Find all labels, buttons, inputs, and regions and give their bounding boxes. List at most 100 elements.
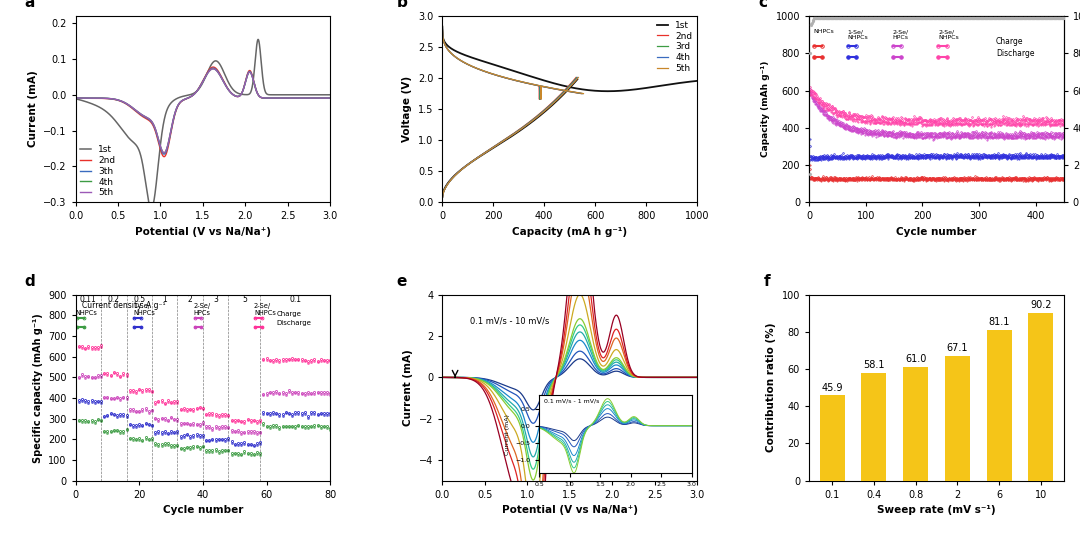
Text: 2-Se/
NHPCs: 2-Se/ NHPCs [939, 29, 959, 40]
Text: Discharge: Discharge [996, 49, 1035, 58]
Bar [945, 356, 970, 481]
2nd [569, 75, 582, 81]
5th [70, 95, 83, 102]
Bar [1028, 313, 1053, 481]
3th [316, 95, 329, 102]
1st [193, 84, 206, 91]
1st [436, 194, 449, 200]
3th [193, 83, 206, 90]
3rd [532, 111, 545, 118]
Text: 2-Se/
NHPCs: 2-Se/ NHPCs [254, 303, 275, 316]
4th [571, 75, 584, 81]
3th [270, 95, 283, 102]
1st [187, 90, 200, 97]
5th [481, 148, 494, 155]
Bar [820, 395, 845, 481]
5th [534, 111, 546, 118]
Text: 0.11: 0.11 [80, 295, 97, 305]
Line: 2nd: 2nd [443, 78, 576, 198]
3rd [453, 169, 465, 176]
Line: 3rd: 3rd [443, 78, 577, 198]
Text: c: c [758, 0, 767, 10]
2nd [436, 195, 449, 201]
3th [187, 92, 200, 98]
1st [252, 36, 265, 43]
2nd [187, 92, 200, 98]
Text: 1: 1 [162, 295, 167, 305]
4th [70, 95, 83, 102]
Text: 5: 5 [242, 295, 246, 305]
Text: Discharge: Discharge [276, 320, 311, 326]
4th [535, 111, 548, 117]
2nd [532, 111, 545, 118]
1st [571, 76, 584, 83]
4th [534, 111, 546, 118]
1st [534, 112, 546, 119]
1st [453, 168, 465, 175]
2nd [83, 95, 96, 102]
3th [158, 151, 171, 157]
2nd [70, 95, 83, 102]
Text: NHPCs: NHPCs [76, 310, 97, 316]
2nd [193, 83, 206, 89]
Line: 4th: 4th [443, 78, 578, 198]
3rd [521, 121, 534, 127]
5th [436, 195, 449, 201]
3th [324, 95, 337, 102]
4th [489, 143, 502, 149]
3th [70, 95, 83, 102]
X-axis label: Sweep rate (mV s⁻¹): Sweep rate (mV s⁻¹) [877, 505, 996, 515]
2nd [534, 111, 546, 117]
4th [316, 95, 329, 102]
5th [535, 111, 548, 117]
Text: Charge: Charge [276, 311, 301, 317]
Text: 90.2: 90.2 [1030, 300, 1052, 310]
1st [270, 92, 283, 98]
2nd [158, 153, 171, 160]
Text: 2-Se/
HPCs: 2-Se/ HPCs [193, 303, 211, 316]
5th [316, 95, 329, 102]
5th [453, 169, 465, 176]
1st [521, 122, 534, 129]
1st [324, 92, 337, 98]
Text: 45.9: 45.9 [821, 382, 842, 393]
1st [70, 96, 83, 102]
Text: 2-Se/
HPCs: 2-Se/ HPCs [893, 29, 909, 40]
Line: 3th: 3th [77, 68, 330, 154]
4th [324, 95, 337, 102]
Line: 1st: 1st [443, 79, 578, 197]
Text: f: f [764, 274, 770, 288]
1st [534, 112, 546, 118]
1st [316, 92, 329, 98]
Text: 61.0: 61.0 [905, 354, 927, 364]
2nd [519, 121, 532, 127]
Text: 58.1: 58.1 [863, 360, 885, 370]
Line: 5th: 5th [443, 78, 579, 198]
Line: 2nd: 2nd [77, 67, 330, 157]
4th [453, 169, 465, 176]
Bar [862, 373, 887, 481]
2nd [451, 169, 464, 176]
Bar [903, 367, 928, 481]
Legend: 1st, 2nd, 3th, 4th, 5th: 1st, 2nd, 3th, 4th, 5th [80, 145, 116, 198]
3th [206, 65, 219, 71]
4th [158, 150, 171, 156]
Y-axis label: Specific capacity (mAh g⁻¹): Specific capacity (mAh g⁻¹) [32, 313, 42, 463]
Text: 0.1: 0.1 [289, 295, 301, 305]
4th [206, 65, 219, 72]
Text: NHPCs: NHPCs [813, 29, 835, 34]
4th [316, 95, 329, 102]
3rd [480, 148, 492, 155]
Y-axis label: Voltage (V): Voltage (V) [402, 76, 413, 142]
Text: b: b [396, 0, 407, 10]
Text: 0.1 mV/s - 10 mV/s: 0.1 mV/s - 10 mV/s [470, 317, 549, 326]
1st [489, 143, 502, 150]
1st [83, 99, 96, 106]
Text: 1-Se/
NHPCs: 1-Se/ NHPCs [133, 303, 154, 316]
5th [572, 75, 585, 81]
2nd [489, 143, 502, 149]
Text: 67.1: 67.1 [946, 343, 968, 353]
3th [83, 95, 96, 102]
Text: 3: 3 [213, 295, 218, 305]
Bar [986, 330, 1012, 481]
